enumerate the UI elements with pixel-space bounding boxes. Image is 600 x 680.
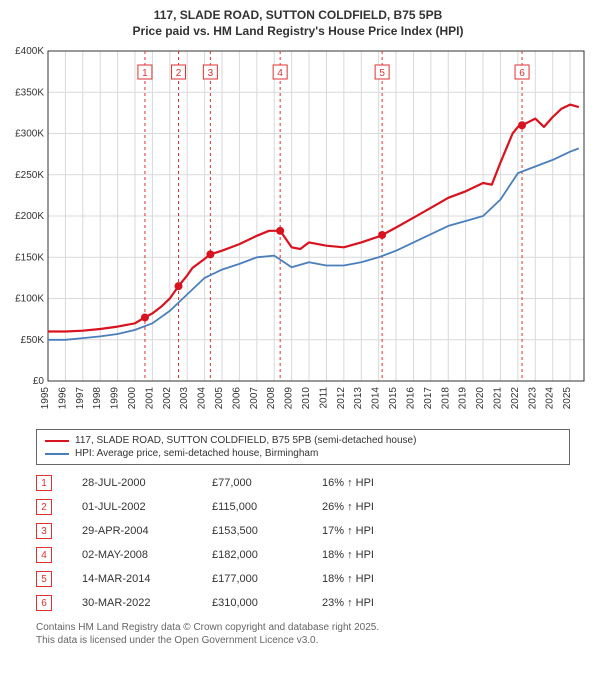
svg-text:1996: 1996 [57,387,68,410]
title-line-2: Price paid vs. HM Land Registry's House … [6,24,590,40]
svg-text:2023: 2023 [527,387,538,410]
chart-svg: £0 £50K £100K £150K £200K £250K £300K £350K £400… [6,45,590,425]
tx-hpi: 17% ↑ HPI [322,525,374,537]
svg-text:2: 2 [176,68,182,79]
svg-text:2020: 2020 [475,387,486,410]
attribution: Contains HM Land Registry data © Crown c… [36,621,570,647]
tx-date: 28-JUL-2000 [82,477,212,489]
legend-label-price: 117, SLADE ROAD, SUTTON COLDFIELD, B75 5… [75,435,416,446]
table-row: 4 02-MAY-2008£182,00018% ↑ HPI [36,543,570,567]
tx-badge: 6 [36,595,52,611]
table-row: 2 01-JUL-2002£115,00026% ↑ HPI [36,495,570,519]
legend-box: 117, SLADE ROAD, SUTTON COLDFIELD, B75 5… [36,429,570,465]
tx-price: £310,000 [212,597,322,609]
tx-date: 14-MAR-2014 [82,573,212,585]
svg-text:2025: 2025 [562,387,573,410]
svg-text:2004: 2004 [197,387,208,410]
svg-text:2008: 2008 [266,387,277,410]
svg-text:2014: 2014 [371,387,382,410]
tx-price: £115,000 [212,501,322,513]
svg-text:2009: 2009 [284,387,295,410]
tx-badge: 3 [36,523,52,539]
svg-text:2007: 2007 [249,387,260,410]
legend-swatch-price [45,440,69,442]
table-row: 5 14-MAR-2014£177,00018% ↑ HPI [36,567,570,591]
tx-badge: 4 [36,547,52,563]
tx-hpi: 18% ↑ HPI [322,549,374,561]
svg-text:2005: 2005 [214,387,225,410]
tx-hpi: 26% ↑ HPI [322,501,374,513]
title-line-1: 117, SLADE ROAD, SUTTON COLDFIELD, B75 5… [6,8,590,24]
legend-row-price: 117, SLADE ROAD, SUTTON COLDFIELD, B75 5… [45,434,561,447]
svg-text:4: 4 [277,68,283,79]
tx-badge: 1 [36,475,52,491]
table-row: 1 28-JUL-2000£77,00016% ↑ HPI [36,471,570,495]
svg-text:£0: £0 [33,376,45,387]
tx-hpi: 18% ↑ HPI [322,573,374,585]
svg-text:2016: 2016 [405,387,416,410]
legend-row-hpi: HPI: Average price, semi-detached house,… [45,447,561,460]
svg-text:£200K: £200K [15,211,44,222]
svg-text:1999: 1999 [110,387,121,410]
svg-text:2001: 2001 [144,387,155,410]
tx-date: 29-APR-2004 [82,525,212,537]
tx-badge: 2 [36,499,52,515]
svg-text:2024: 2024 [545,387,556,410]
svg-text:£300K: £300K [15,129,44,140]
svg-text:2018: 2018 [440,387,451,410]
tx-date: 30-MAR-2022 [82,597,212,609]
svg-text:2015: 2015 [388,387,399,410]
chart-title-block: 117, SLADE ROAD, SUTTON COLDFIELD, B75 5… [6,8,590,39]
svg-text:£400K: £400K [15,46,44,57]
svg-text:£100K: £100K [15,294,44,305]
svg-text:2017: 2017 [423,387,434,410]
svg-text:6: 6 [519,68,525,79]
legend-label-hpi: HPI: Average price, semi-detached house,… [75,448,318,459]
svg-text:2000: 2000 [127,387,138,410]
svg-text:2011: 2011 [318,387,329,409]
tx-date: 02-MAY-2008 [82,549,212,561]
attribution-line-1: Contains HM Land Registry data © Crown c… [36,621,570,634]
svg-text:2013: 2013 [353,387,364,410]
tx-price: £177,000 [212,573,322,585]
transaction-table: 1 28-JUL-2000£77,00016% ↑ HPI 2 01-JUL-2002… [36,471,570,615]
attribution-line-2: This data is licensed under the Open Gov… [36,634,570,647]
svg-text:£150K: £150K [15,252,44,263]
table-row: 3 29-APR-2004£153,50017% ↑ HPI [36,519,570,543]
legend-swatch-hpi [45,453,69,455]
tx-badge: 5 [36,571,52,587]
tx-price: £153,500 [212,525,322,537]
svg-text:5: 5 [379,68,385,79]
tx-hpi: 16% ↑ HPI [322,477,374,489]
svg-text:£350K: £350K [15,87,44,98]
tx-price: £182,000 [212,549,322,561]
svg-text:1997: 1997 [75,387,86,410]
svg-text:2021: 2021 [492,387,503,410]
tx-hpi: 23% ↑ HPI [322,597,374,609]
svg-text:2010: 2010 [301,387,312,410]
chart-area: £0 £50K £100K £150K £200K £250K £300K £350K £400… [6,45,590,425]
svg-text:2012: 2012 [336,387,347,410]
svg-text:£250K: £250K [15,170,44,181]
table-row: 6 30-MAR-2022£310,00023% ↑ HPI [36,591,570,615]
svg-text:2006: 2006 [231,387,242,410]
svg-text:2002: 2002 [162,387,173,410]
svg-text:2003: 2003 [179,387,190,410]
svg-text:1: 1 [142,68,148,79]
tx-price: £77,000 [212,477,322,489]
svg-text:2019: 2019 [458,387,469,410]
svg-text:£50K: £50K [21,335,45,346]
svg-text:2022: 2022 [510,387,521,410]
svg-text:3: 3 [208,68,214,79]
svg-text:1995: 1995 [40,387,51,410]
tx-date: 01-JUL-2002 [82,501,212,513]
svg-text:1998: 1998 [92,387,103,410]
